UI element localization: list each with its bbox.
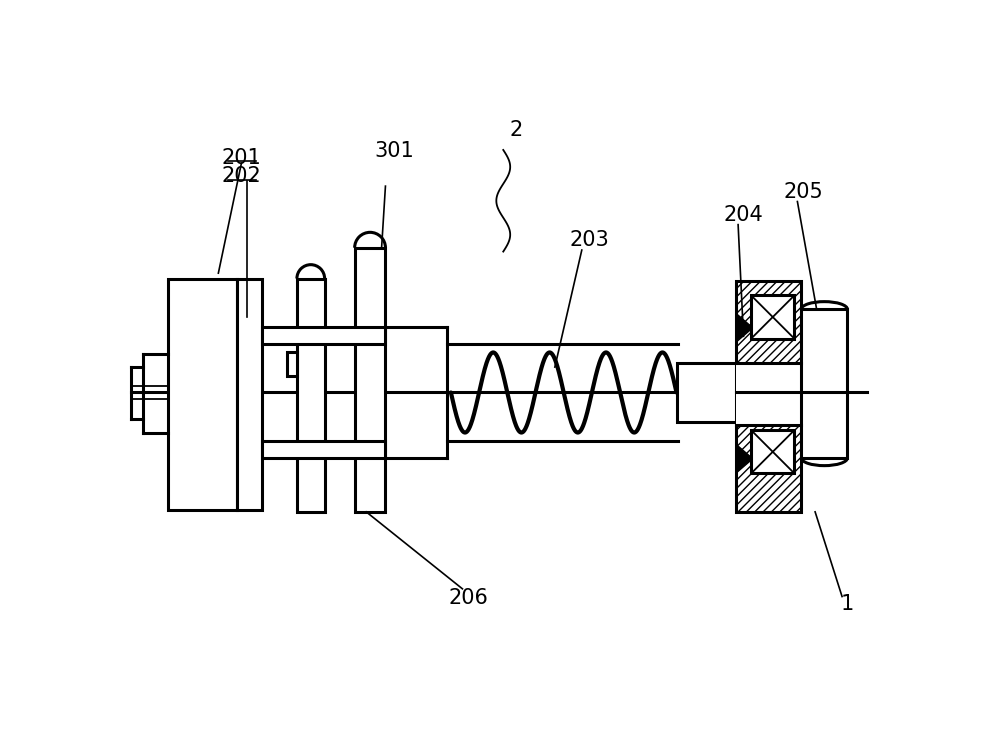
Polygon shape (736, 444, 753, 473)
Bar (168, 279, 237, 509)
Text: 2: 2 (510, 120, 523, 140)
Text: 202: 202 (222, 166, 261, 186)
Polygon shape (736, 313, 753, 342)
Bar (751, 430, 794, 473)
Bar (736, 281, 801, 512)
Bar (355, 248, 385, 512)
Text: 1: 1 (841, 594, 854, 614)
Text: 301: 301 (375, 142, 415, 162)
Bar (736, 363, 801, 425)
Bar (801, 309, 847, 458)
Bar (297, 279, 325, 512)
Text: 203: 203 (570, 230, 609, 250)
Text: 205: 205 (784, 181, 823, 201)
Text: 206: 206 (449, 588, 489, 608)
Bar (751, 295, 794, 339)
Bar (237, 279, 262, 509)
Text: 204: 204 (724, 204, 763, 225)
Bar (262, 441, 385, 458)
Text: 201: 201 (222, 148, 261, 168)
Bar (287, 352, 297, 376)
Bar (262, 327, 385, 344)
Bar (677, 363, 736, 422)
